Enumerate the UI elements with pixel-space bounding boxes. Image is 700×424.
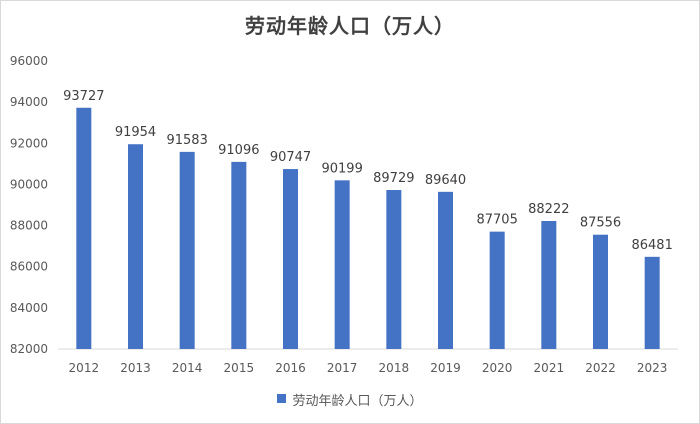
- bar-2013: [128, 144, 143, 349]
- bar-2021: [541, 221, 557, 349]
- data-label-2023: 86481: [631, 238, 672, 253]
- bar-series: [76, 107, 660, 350]
- bar-2018: [386, 190, 402, 349]
- y-tick-label: 94000: [10, 95, 48, 109]
- bar-2023: [644, 256, 660, 349]
- x-tick-label: 2023: [637, 361, 668, 375]
- data-label-2015: 91096: [218, 143, 259, 158]
- data-label-2014: 91583: [166, 133, 207, 148]
- y-tick-label: 96000: [10, 54, 48, 68]
- bar-2022: [593, 234, 608, 349]
- bar-2020: [489, 231, 505, 349]
- data-label-2018: 89729: [373, 171, 414, 186]
- data-label-2022: 87556: [580, 216, 621, 231]
- bar-2012: [76, 107, 92, 350]
- bar-2016: [283, 169, 298, 349]
- bar-2014: [179, 151, 195, 349]
- data-labels: 93727 91954 91583 91096 90747 90199 89729 89640…: [63, 89, 673, 253]
- y-axis: 82000 84000 86000 88000 90000 92000 94000 96000: [10, 54, 48, 356]
- legend-swatch: [277, 394, 287, 403]
- y-tick-label: 86000: [10, 260, 48, 274]
- y-tick-label: 92000: [10, 136, 48, 150]
- data-label-2021: 88222: [528, 202, 569, 217]
- x-tick-label: 2015: [224, 361, 255, 375]
- x-tick-label: 2019: [430, 361, 461, 375]
- data-label-2016: 90747: [270, 150, 311, 165]
- x-axis: 2012 2013 2014 2015 2016 2017 2018 2019 2020 2021…: [58, 348, 678, 375]
- x-tick-label: 2022: [585, 361, 616, 375]
- x-tick-label: 2021: [534, 361, 565, 375]
- x-tick-label: 2020: [482, 361, 513, 375]
- y-tick-label: 84000: [10, 301, 48, 315]
- data-label-2019: 89640: [425, 173, 466, 188]
- chart-title: 劳动年龄人口（万人）: [245, 14, 455, 38]
- legend-label: 劳动年龄人口（万人）: [292, 394, 423, 409]
- bar-2017: [334, 180, 350, 349]
- data-label-2012: 93727: [63, 89, 104, 104]
- y-tick-label: 90000: [10, 177, 48, 191]
- x-tick-label: 2017: [327, 361, 358, 375]
- data-label-2017: 90199: [321, 161, 362, 176]
- data-label-2020: 87705: [476, 213, 517, 228]
- bar-2015: [231, 161, 247, 349]
- x-tick-label: 2016: [275, 361, 306, 375]
- y-tick-label: 82000: [10, 342, 48, 356]
- data-label-2013: 91954: [115, 125, 156, 140]
- legend: 劳动年龄人口（万人）: [0, 390, 700, 409]
- bar-2019: [438, 191, 453, 349]
- y-tick-label: 88000: [10, 219, 48, 233]
- x-tick-label: 2014: [172, 361, 203, 375]
- x-tick-label: 2013: [120, 361, 151, 375]
- x-tick-label: 2018: [379, 361, 410, 375]
- x-tick-label: 2012: [69, 361, 100, 375]
